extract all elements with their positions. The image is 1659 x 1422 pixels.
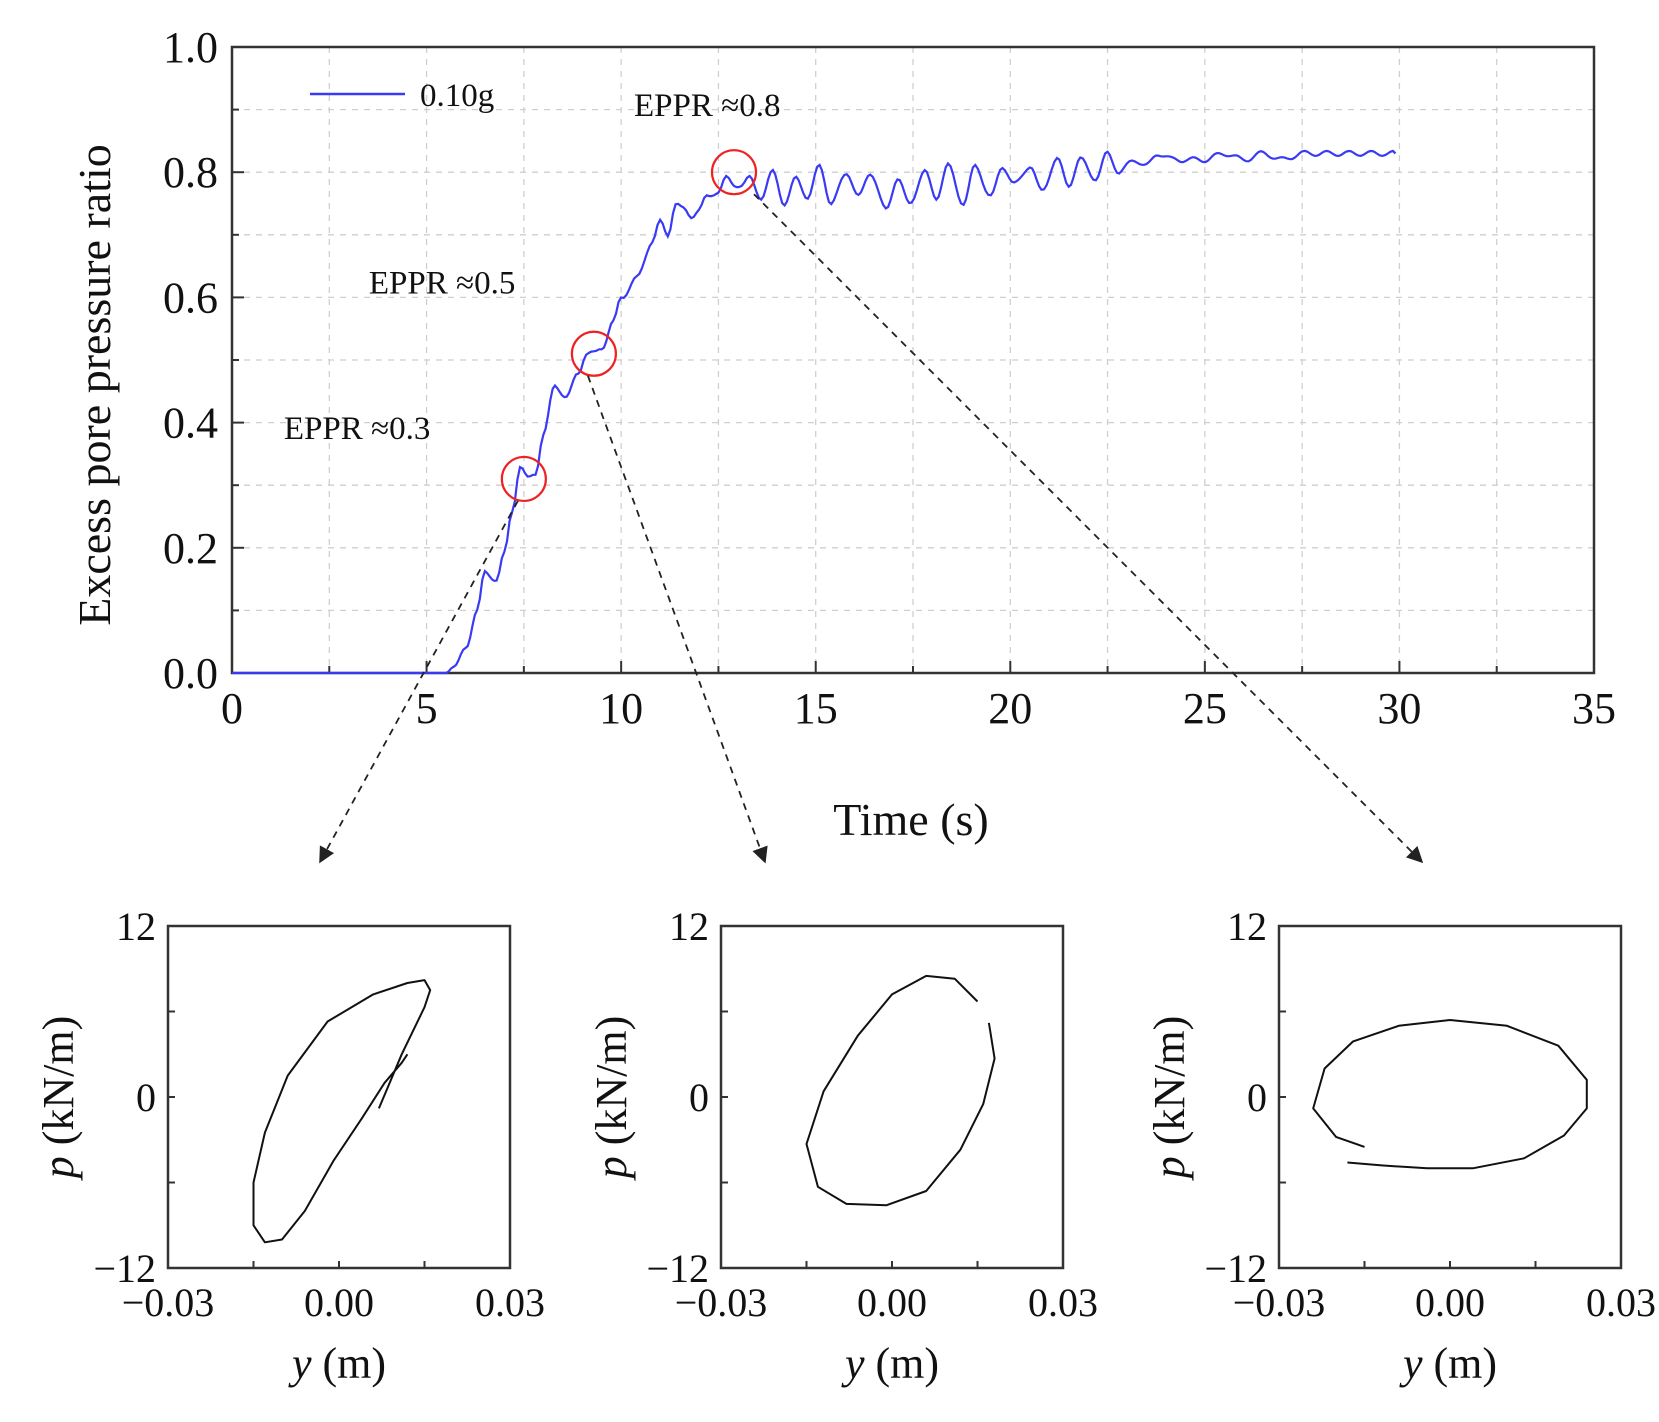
x-tick-label: 5 (416, 684, 438, 733)
dashed-arrow (753, 193, 1424, 864)
y-tick-label: 0.4 (163, 399, 218, 448)
hysteresis-loop (1312, 1019, 1588, 1170)
hysteresis-panel: −0.03 0.00 0.03 12 0 −12 y (m) p (kN/m) (587, 904, 1098, 1388)
panel-y-tick-label: 12 (116, 904, 156, 949)
panel-y-unit: (kN/m) (1145, 1016, 1194, 1157)
eppr-marker-circle (500, 455, 547, 503)
dashed-arrow (319, 500, 519, 864)
panel-y-axis-label: p (kN/m) (34, 1016, 83, 1182)
panel-x-axis-label: y (m) (1399, 1339, 1497, 1388)
panel-y-tick-label: 12 (1227, 904, 1267, 949)
y-axis-label: Excess pore pressure ratio (69, 144, 120, 626)
y-tick-label: 0.0 (163, 649, 218, 698)
x-tick-label: 35 (1572, 684, 1616, 733)
panel-y-tick-label: 0 (689, 1075, 709, 1120)
dashed-arrow (587, 375, 768, 864)
panel-y-symbol: p (34, 1156, 83, 1181)
panel-y-symbol: p (1145, 1156, 1194, 1181)
panel-x-tick-label: 0.00 (304, 1280, 374, 1325)
panel-y-axis-label: p (kN/m) (1145, 1016, 1194, 1182)
eppr-annotation: EPPR ≈0.8 (634, 88, 781, 124)
panel-y-tick-label: 12 (669, 904, 709, 949)
eppr-marker-circle (570, 330, 618, 377)
x-tick-label: 10 (599, 684, 643, 733)
hysteresis-panel: −0.03 0.00 0.03 12 0 −12 y (m) p (kN/m) (1145, 904, 1656, 1388)
x-axis-label: Time (s) (833, 794, 989, 845)
panel-x-unit: (m) (312, 1339, 387, 1388)
panel-y-tick-label: 0 (1247, 1075, 1267, 1120)
x-tick-label: 20 (988, 684, 1032, 733)
hysteresis-loop (252, 979, 432, 1244)
panel-x-unit: (m) (865, 1339, 940, 1388)
eppr-annotation: EPPR ≈0.3 (284, 411, 431, 447)
x-tick-label: 0 (221, 684, 243, 733)
x-tick-label: 15 (794, 684, 838, 733)
panel-frame (1277, 924, 1623, 1270)
panel-y-axis-label: p (kN/m) (587, 1016, 636, 1182)
panel-x-tick-label: −0.03 (1233, 1280, 1326, 1325)
panel-y-unit: (kN/m) (587, 1016, 636, 1157)
panel-x-symbol: y (1399, 1339, 1423, 1388)
hysteresis-panel: −0.03 0.00 0.03 12 0 −12 y (m) p (kN/m) (34, 904, 545, 1388)
x-tick-label: 25 (1183, 684, 1227, 733)
legend: 0.10g (310, 78, 494, 114)
panel-y-unit: (kN/m) (34, 1016, 83, 1157)
panel-x-axis-label: y (m) (288, 1339, 386, 1388)
panel-x-tick-label: 0.03 (1028, 1280, 1098, 1325)
panel-x-tick-label: 0.03 (475, 1280, 545, 1325)
eppr-annotation: EPPR ≈0.5 (369, 266, 515, 302)
panel-frame (166, 924, 512, 1270)
panel-y-tick-label: −12 (93, 1246, 156, 1291)
panel-y-tick-label: −12 (646, 1246, 709, 1291)
main-chart: 0 5 10 15 20 25 30 35 0.0 0.2 0.4 0.6 0.8 1.0 Time (s)… (69, 23, 1616, 845)
hysteresis-loop (805, 974, 996, 1207)
legend-label: 0.10g (420, 78, 494, 114)
hysteresis-panels: −0.03 0.00 0.03 12 0 −12 y (m) p (kN/m) −0.03 0.0… (34, 904, 1656, 1388)
eppr-marker-circle (710, 149, 758, 196)
y-tick-label: 0.2 (163, 524, 218, 573)
panel-x-symbol: y (288, 1339, 312, 1388)
panel-x-tick-label: 0.00 (1415, 1280, 1485, 1325)
x-tick-label: 30 (1377, 684, 1421, 733)
panel-x-tick-label: 0.00 (857, 1280, 927, 1325)
panel-x-tick-label: −0.03 (675, 1280, 768, 1325)
y-tick-label: 1.0 (163, 23, 218, 72)
panel-x-tick-label: −0.03 (122, 1280, 215, 1325)
panel-y-tick-label: −12 (1204, 1246, 1267, 1291)
panel-x-unit: (m) (1423, 1339, 1498, 1388)
panel-y-symbol: p (587, 1156, 636, 1181)
panel-x-axis-label: y (m) (841, 1339, 939, 1388)
y-tick-label: 0.8 (163, 148, 218, 197)
panel-frame (719, 924, 1065, 1270)
panel-x-symbol: y (841, 1339, 865, 1388)
y-tick-label: 0.6 (163, 273, 218, 322)
panel-y-tick-label: 0 (136, 1075, 156, 1120)
panel-x-tick-label: 0.03 (1586, 1280, 1656, 1325)
annotation-arrows (319, 193, 1424, 864)
